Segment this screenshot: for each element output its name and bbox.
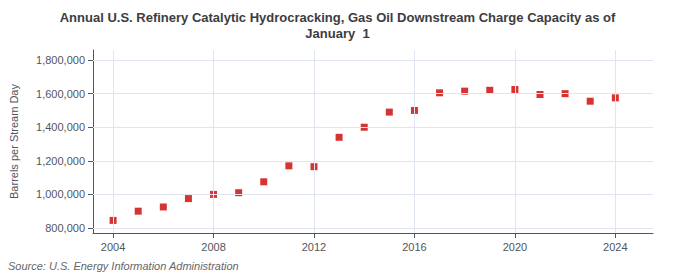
svg-text:2024: 2024 bbox=[603, 241, 627, 253]
svg-text:Barrels per Stream Day: Barrels per Stream Day bbox=[8, 84, 20, 199]
svg-text:1,600,000: 1,600,000 bbox=[36, 88, 85, 100]
svg-text:1,000,000: 1,000,000 bbox=[36, 188, 85, 200]
svg-text:2020: 2020 bbox=[503, 241, 527, 253]
svg-text:800,000: 800,000 bbox=[45, 222, 85, 234]
svg-text:January 1: January 1 bbox=[305, 26, 369, 41]
svg-text:2012: 2012 bbox=[302, 241, 326, 253]
svg-text:2008: 2008 bbox=[201, 241, 225, 253]
svg-text:1,800,000: 1,800,000 bbox=[36, 54, 85, 66]
svg-text:Annual U.S. Refinery Catalytic: Annual U.S. Refinery Catalytic Hydrocrac… bbox=[60, 10, 616, 25]
svg-text:2004: 2004 bbox=[101, 241, 125, 253]
svg-text:1,200,000: 1,200,000 bbox=[36, 155, 85, 167]
svg-text:Source: U.S. Energy Informatio: Source: U.S. Energy Information Administ… bbox=[8, 260, 239, 272]
svg-text:2016: 2016 bbox=[402, 241, 426, 253]
svg-text:1,400,000: 1,400,000 bbox=[36, 121, 85, 133]
